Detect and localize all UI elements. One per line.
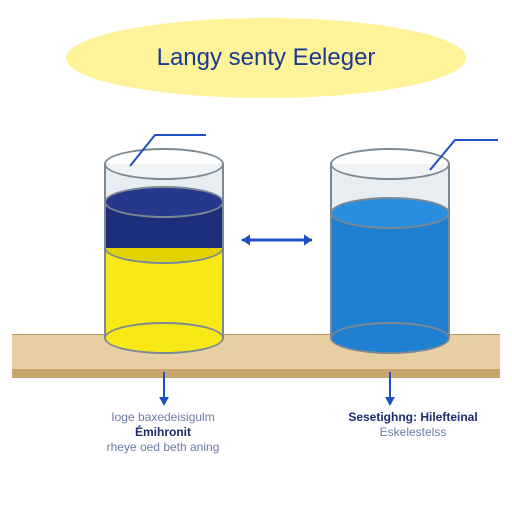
center-arrow-head-left — [242, 234, 250, 245]
caption-right-line2: Hilefteinal — [420, 410, 477, 424]
caption-right: Sesetighng: Hilefteinal Eskelestelss — [318, 410, 508, 440]
caption-left: Ioge baxedeisigulm Émihronit rheye oed b… — [58, 410, 268, 455]
callout-left — [130, 135, 206, 166]
down-arrow-head-0 — [159, 397, 169, 406]
caption-right-line3: Eskelestelss — [318, 425, 508, 440]
down-arrow-head-1 — [385, 397, 395, 406]
caption-left-line1: Ioge baxedeisigulm — [58, 410, 268, 425]
caption-left-line2: Émihronit — [135, 425, 191, 439]
diagram-root: Langy senty Eeleger Ioge baxedeisigulm É… — [0, 0, 512, 512]
callout-right — [430, 140, 498, 170]
caption-left-line3: rheye oed beth aning — [58, 440, 268, 455]
caption-right-line1: Sesetighng: — [348, 410, 417, 424]
center-arrow-head-right — [304, 234, 312, 245]
